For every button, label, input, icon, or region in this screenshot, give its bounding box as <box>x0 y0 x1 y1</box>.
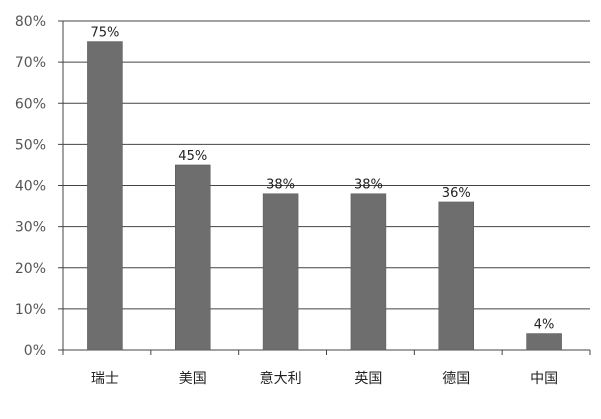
bar <box>350 193 387 351</box>
data-label: 36% <box>442 186 471 201</box>
bar <box>526 333 562 351</box>
x-tick-label: 瑞士 <box>91 371 119 387</box>
y-tick-label: 80% <box>15 14 46 30</box>
y-tick-label: 30% <box>15 220 46 236</box>
y-tick-label: 70% <box>15 55 46 71</box>
bar <box>87 41 123 351</box>
y-tick-label: 60% <box>15 96 46 112</box>
y-tick-label: 0% <box>24 343 46 359</box>
data-label: 4% <box>534 318 555 333</box>
bar <box>262 193 299 351</box>
y-tick-label: 50% <box>15 137 46 153</box>
data-label: 45% <box>178 149 207 164</box>
y-tick-label: 20% <box>15 261 46 277</box>
x-tick-label: 中国 <box>530 371 558 387</box>
data-label: 38% <box>354 178 383 193</box>
bar <box>438 201 474 351</box>
x-tick-label: 德国 <box>442 371 470 387</box>
x-tick-label: 意大利 <box>260 370 302 387</box>
y-tick-label: 40% <box>15 179 46 195</box>
data-label: 75% <box>90 26 119 41</box>
y-tick-label: 10% <box>15 302 46 318</box>
x-tick-label: 美国 <box>179 371 207 387</box>
x-tick-label: 英国 <box>354 370 382 387</box>
bar <box>175 164 211 351</box>
data-label: 38% <box>266 178 295 193</box>
